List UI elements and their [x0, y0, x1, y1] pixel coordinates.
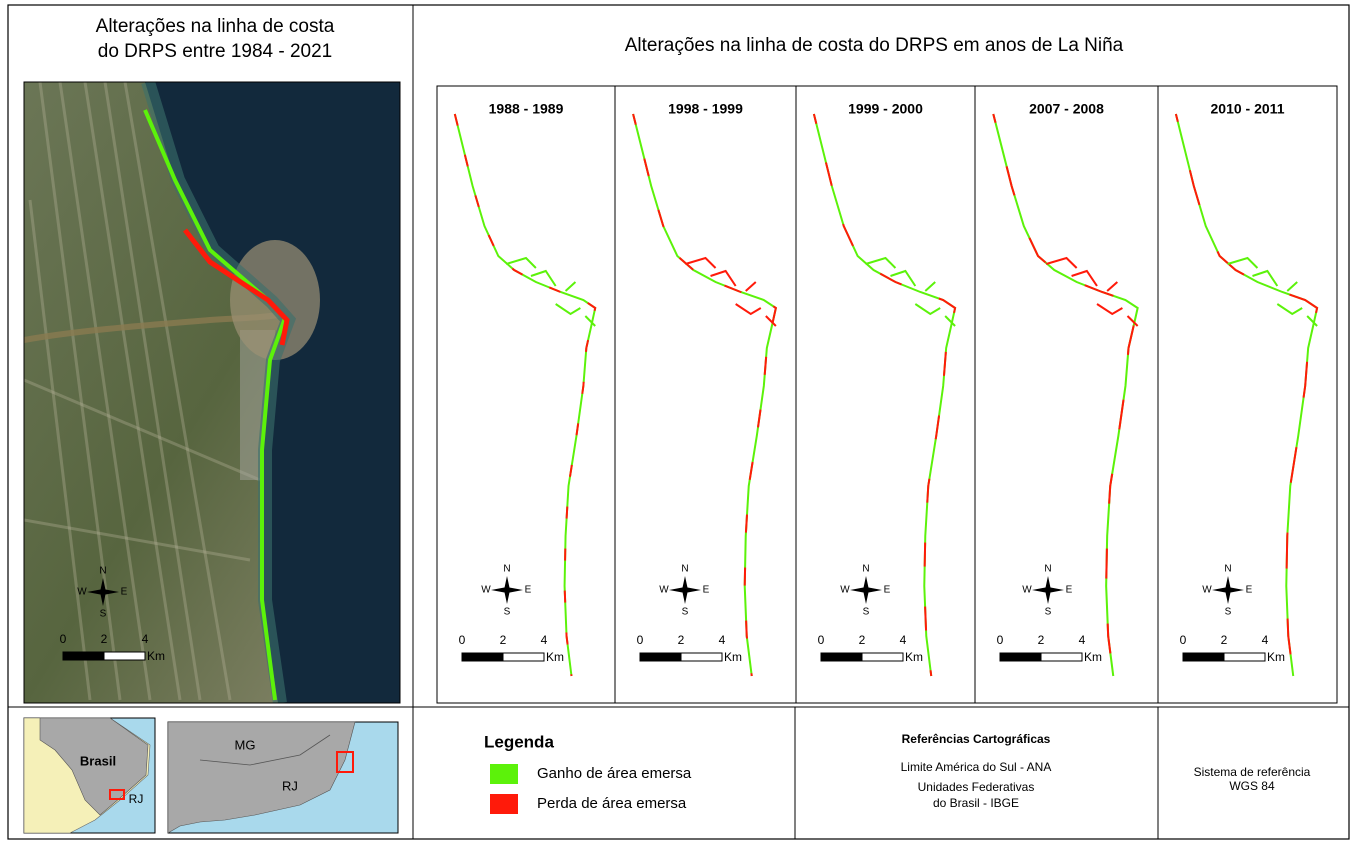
left-title: Alterações na linha de costa: [96, 16, 335, 37]
compass-label: N: [681, 564, 688, 575]
inset-label: Brasil: [80, 753, 116, 768]
scale-label: 0: [997, 633, 1004, 647]
compass-label: W: [77, 587, 87, 598]
compass-label: N: [1044, 564, 1051, 575]
la-nina-panel: 1988 - 1989 N S W E 0 2 4 Km: [437, 86, 615, 703]
panel-frame: [975, 86, 1158, 703]
panel-title: 1988 - 1989: [489, 101, 564, 117]
scale-label: 4: [541, 633, 548, 647]
scale-label: 4: [142, 632, 149, 646]
references-line: do Brasil - IBGE: [933, 796, 1019, 810]
scale-bar: [681, 653, 722, 661]
scale-label: 2: [500, 633, 507, 647]
la-nina-panel: 1999 - 2000 N S W E 0 2 4 Km: [796, 86, 975, 703]
scale-unit: Km: [546, 650, 564, 664]
panel-title: 1998 - 1999: [668, 101, 743, 117]
panel-title: 2010 - 2011: [1211, 101, 1285, 117]
scale-label: 4: [900, 633, 907, 647]
references-line: Unidades Federativas: [918, 780, 1035, 794]
satellite-map: [24, 82, 400, 703]
scale-label: 2: [1038, 633, 1045, 647]
crs-line: WGS 84: [1229, 779, 1275, 793]
inset-region: MG RJ: [168, 722, 398, 833]
compass-label: E: [525, 585, 532, 596]
inset-label: MG: [235, 737, 256, 752]
right-title: Alterações na linha de costa do DRPS em …: [625, 35, 1124, 56]
legend-swatch: [490, 794, 518, 814]
compass-label: N: [862, 564, 869, 575]
panel-frame: [615, 86, 796, 703]
references-line: Limite América do Sul - ANA: [901, 760, 1052, 774]
scale-label: 2: [678, 633, 685, 647]
scale-bar: [503, 653, 544, 661]
legend-label: Ganho de área emersa: [537, 765, 692, 782]
scale-label: 0: [637, 633, 644, 647]
scale-unit: Km: [1267, 650, 1285, 664]
scale-bar: [1041, 653, 1082, 661]
scale-unit: Km: [724, 650, 742, 664]
compass-label: N: [99, 566, 106, 577]
scale-label: 4: [1079, 633, 1086, 647]
panel-frame: [796, 86, 975, 703]
legend-label: Perda de área emersa: [537, 795, 687, 812]
scale-label: 4: [1262, 633, 1269, 647]
scale-bar: [63, 652, 104, 660]
scale-bar: [1000, 653, 1041, 661]
scale-unit: Km: [1084, 650, 1102, 664]
compass-label: E: [121, 587, 128, 598]
scale-bar: [640, 653, 681, 661]
la-nina-panel: 2010 - 2011 N S W E 0 2 4 Km: [1158, 86, 1337, 703]
compass-label: E: [884, 585, 891, 596]
left-title: do DRPS entre 1984 - 2021: [98, 41, 333, 62]
scale-unit: Km: [147, 649, 165, 663]
scale-bar: [1224, 653, 1265, 661]
scale-bar: [104, 652, 145, 660]
compass-label: E: [1066, 585, 1073, 596]
panel-title: 2007 - 2008: [1029, 101, 1104, 117]
panel-title: 1999 - 2000: [848, 101, 923, 117]
compass-label: S: [1045, 607, 1052, 618]
scale-label: 2: [1221, 633, 1228, 647]
compass-label: S: [504, 607, 511, 618]
legend-swatch: [490, 764, 518, 784]
compass-label: E: [1246, 585, 1253, 596]
legend-title: Legenda: [484, 732, 554, 751]
scale-label: 2: [859, 633, 866, 647]
scale-label: 0: [818, 633, 825, 647]
references-title: Referências Cartográficas: [902, 732, 1051, 746]
compass-label: W: [1022, 585, 1032, 596]
compass-label: S: [1225, 607, 1232, 618]
scale-label: 2: [101, 632, 108, 646]
inset-brazil: Brasil RJ: [24, 718, 155, 833]
compass-label: S: [863, 607, 870, 618]
la-nina-panel: 2007 - 2008 N S W E 0 2 4 Km: [975, 86, 1158, 703]
compass-label: S: [682, 607, 689, 618]
compass-label: W: [659, 585, 669, 596]
compass-label: N: [1224, 564, 1231, 575]
inset-label: RJ: [282, 778, 298, 793]
scale-bar: [462, 653, 503, 661]
panel-frame: [437, 86, 615, 703]
compass-label: W: [840, 585, 850, 596]
compass-label: S: [100, 609, 107, 620]
scale-label: 4: [719, 633, 726, 647]
scale-label: 0: [1180, 633, 1187, 647]
scale-unit: Km: [905, 650, 923, 664]
scale-bar: [1183, 653, 1224, 661]
inset-label: RJ: [129, 792, 144, 806]
scale-label: 0: [60, 632, 67, 646]
crs-line: Sistema de referência: [1194, 765, 1311, 779]
map-layout: Alterações na linha de costa do DRPS ent…: [0, 0, 1355, 841]
compass-label: W: [481, 585, 491, 596]
compass-label: N: [503, 564, 510, 575]
scale-label: 0: [459, 633, 466, 647]
compass-label: E: [703, 585, 710, 596]
scale-bar: [862, 653, 903, 661]
compass-label: W: [1202, 585, 1212, 596]
la-nina-panel: 1998 - 1999 N S W E 0 2 4 Km: [615, 86, 796, 703]
scale-bar: [821, 653, 862, 661]
panel-frame: [1158, 86, 1337, 703]
